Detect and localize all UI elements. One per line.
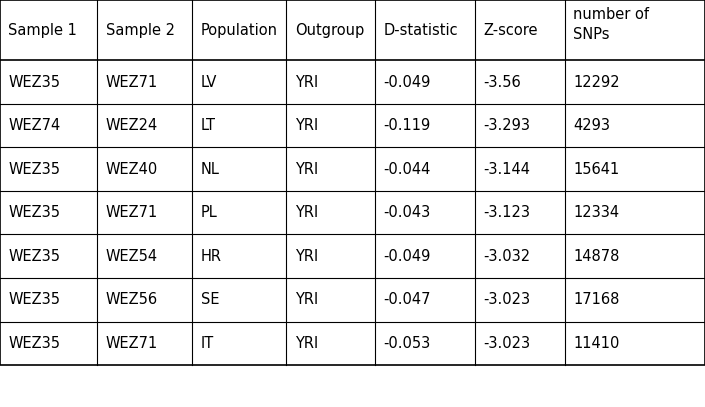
Text: -3.023: -3.023 — [484, 292, 531, 307]
Text: -3.032: -3.032 — [484, 249, 531, 264]
Text: -3.293: -3.293 — [484, 118, 531, 133]
Text: -0.043: -0.043 — [384, 205, 431, 220]
Text: WEZ40: WEZ40 — [106, 162, 158, 177]
Text: WEZ24: WEZ24 — [106, 118, 158, 133]
Text: YRI: YRI — [295, 162, 318, 177]
Text: -0.049: -0.049 — [384, 74, 431, 90]
Text: Sample 1: Sample 1 — [8, 23, 78, 37]
Text: Population: Population — [201, 23, 278, 37]
Text: 4293: 4293 — [573, 118, 610, 133]
Text: HR: HR — [201, 249, 222, 264]
Text: IT: IT — [201, 336, 214, 351]
Text: -3.123: -3.123 — [484, 205, 531, 220]
Text: WEZ54: WEZ54 — [106, 249, 158, 264]
Text: NL: NL — [201, 162, 220, 177]
Text: -0.047: -0.047 — [384, 292, 431, 307]
Bar — [0, 0, 705, 365]
Text: -0.119: -0.119 — [384, 118, 431, 133]
Text: WEZ71: WEZ71 — [106, 336, 158, 351]
Text: WEZ35: WEZ35 — [8, 292, 61, 307]
Text: -0.049: -0.049 — [384, 249, 431, 264]
Text: Sample 2: Sample 2 — [106, 23, 175, 37]
Text: WEZ35: WEZ35 — [8, 249, 61, 264]
Text: 15641: 15641 — [573, 162, 620, 177]
Text: WEZ56: WEZ56 — [106, 292, 158, 307]
Text: WEZ35: WEZ35 — [8, 205, 61, 220]
Text: -3.023: -3.023 — [484, 336, 531, 351]
Text: 17168: 17168 — [573, 292, 620, 307]
Text: YRI: YRI — [295, 205, 318, 220]
Text: WEZ74: WEZ74 — [8, 118, 61, 133]
Text: WEZ35: WEZ35 — [8, 162, 61, 177]
Text: WEZ35: WEZ35 — [8, 336, 61, 351]
Text: LV: LV — [201, 74, 217, 90]
Text: -3.56: -3.56 — [484, 74, 522, 90]
Text: Outgroup: Outgroup — [295, 23, 364, 37]
Text: D-statistic: D-statistic — [384, 23, 458, 37]
Text: LT: LT — [201, 118, 216, 133]
Text: YRI: YRI — [295, 118, 318, 133]
Text: -3.144: -3.144 — [484, 162, 531, 177]
Text: PL: PL — [201, 205, 218, 220]
Text: YRI: YRI — [295, 74, 318, 90]
Text: 12334: 12334 — [573, 205, 619, 220]
Text: YRI: YRI — [295, 249, 318, 264]
Text: 14878: 14878 — [573, 249, 620, 264]
Text: -0.044: -0.044 — [384, 162, 431, 177]
Text: WEZ71: WEZ71 — [106, 74, 158, 90]
Text: WEZ71: WEZ71 — [106, 205, 158, 220]
Text: Z-score: Z-score — [484, 23, 538, 37]
Text: 12292: 12292 — [573, 74, 620, 90]
Text: SE: SE — [201, 292, 219, 307]
Text: YRI: YRI — [295, 292, 318, 307]
Text: -0.053: -0.053 — [384, 336, 431, 351]
Text: number of
SNPs: number of SNPs — [573, 7, 649, 42]
Text: WEZ35: WEZ35 — [8, 74, 61, 90]
Text: 11410: 11410 — [573, 336, 620, 351]
Text: YRI: YRI — [295, 336, 318, 351]
